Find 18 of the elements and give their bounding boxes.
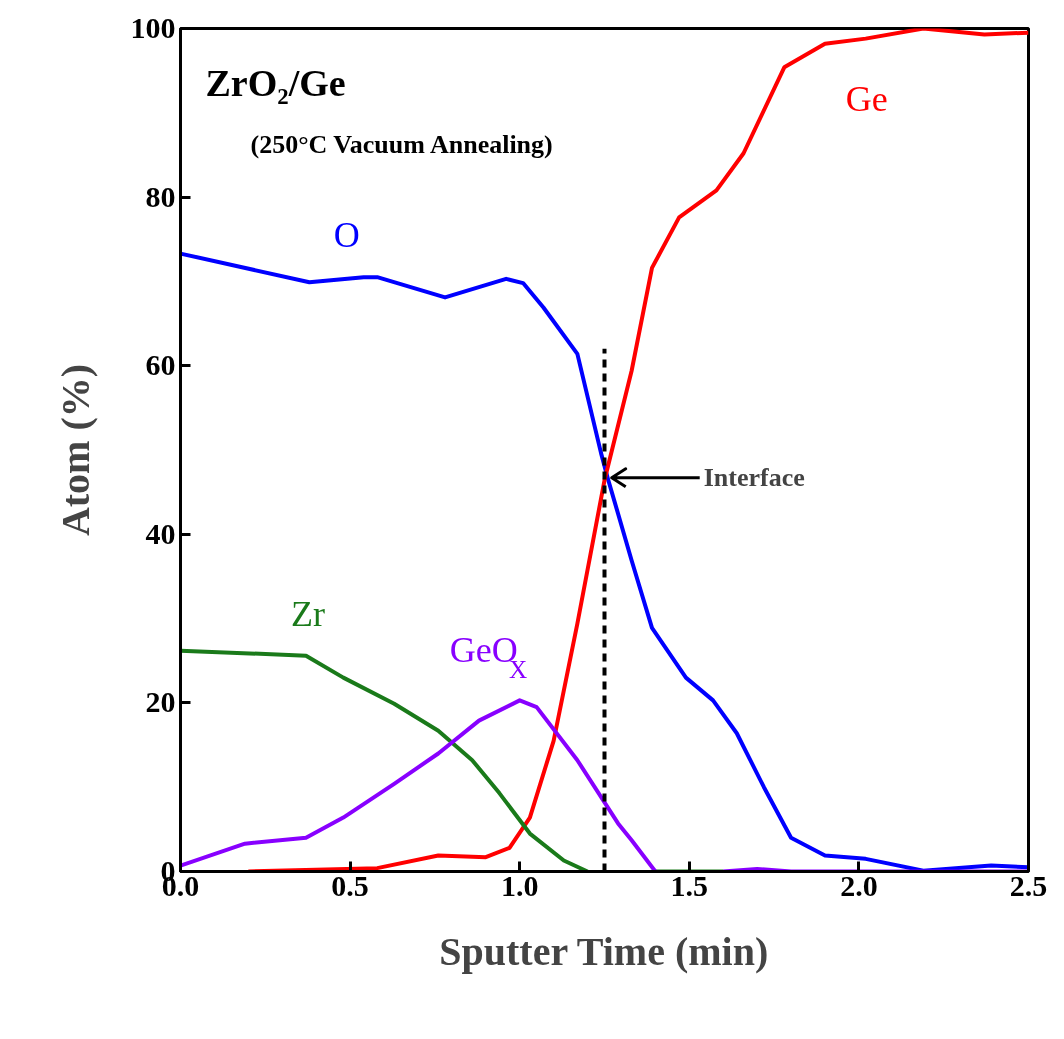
x-tick-label: 2.5 [1009,868,1048,902]
series-label: O [333,215,360,256]
series-label: Ge [845,78,888,119]
x-axis-title: Sputter Time (min) [439,928,769,974]
text: ZrO₂/Ge [205,61,346,104]
y-tick-label: 40 [145,516,176,550]
series-label: Zr [291,593,325,634]
y-axis-title: Atom (%) [52,363,98,537]
y-tick-label: 100 [130,11,176,44]
text: (250°C Vacuum Annealing) [250,129,553,159]
x-tick-label: 2.0 [840,868,878,902]
annotation: Interface [703,463,805,493]
x-tick-label: 0.5 [331,868,369,902]
y-tick-label: 80 [145,179,176,213]
y-tick-label: 20 [145,685,176,719]
y-tick-label: 60 [145,348,176,382]
x-tick-label: 1.5 [670,868,709,902]
x-tick-label: 1.0 [500,868,539,902]
